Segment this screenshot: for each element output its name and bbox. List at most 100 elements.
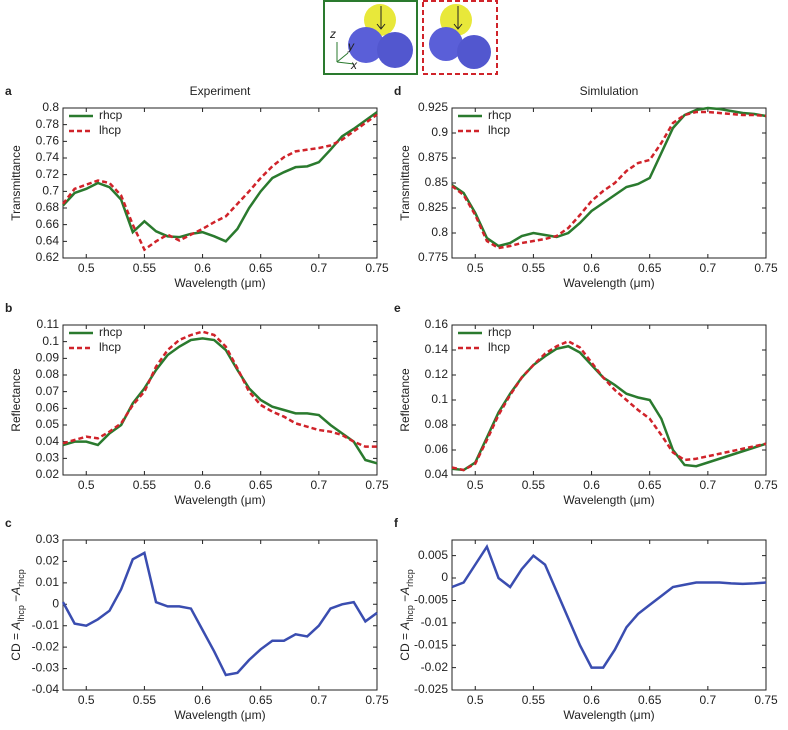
sphere xyxy=(348,27,384,63)
x-tick-label: 0.6 xyxy=(194,478,211,492)
y-tick-label: 0.12 xyxy=(425,367,449,381)
y-tick-label: 0.11 xyxy=(37,317,60,331)
x-tick-label: 0.55 xyxy=(522,478,546,492)
y-label-part: rhcp xyxy=(405,569,415,587)
y-tick-label: 0.8 xyxy=(42,100,59,114)
y-tick-label: -0.01 xyxy=(421,615,449,629)
x-tick-label: 0.55 xyxy=(133,261,157,275)
legend-label: rhcp xyxy=(99,108,123,122)
y-label-part: lhcp xyxy=(16,605,26,622)
plot-area xyxy=(451,324,767,476)
y-tick-label: 0.66 xyxy=(36,217,60,231)
arrow xyxy=(376,6,463,30)
series-line xyxy=(62,330,377,448)
y-axis-label: Transmittance xyxy=(398,145,412,221)
x-tick-label: 0.65 xyxy=(638,478,662,492)
x-tick-label: 0.7 xyxy=(311,261,328,275)
sphere xyxy=(457,35,491,69)
axes-glyph xyxy=(336,42,355,65)
y-tick-label: 0.06 xyxy=(425,442,449,456)
y-label-part: CD = xyxy=(9,630,23,661)
x-tick-label: 0.5 xyxy=(467,261,484,275)
y-tick-label: 0.09 xyxy=(36,351,60,365)
x-tick-label: 0.55 xyxy=(522,693,546,707)
sphere xyxy=(429,27,463,61)
x-tick-label: 0.75 xyxy=(754,478,778,492)
series-line xyxy=(62,337,378,465)
panel-label: d xyxy=(394,84,401,98)
y-tick-label: 0 xyxy=(441,570,448,584)
panel-label: f xyxy=(394,516,399,530)
y-tick-label: 0.9 xyxy=(431,125,448,139)
x-tick-label: 0.7 xyxy=(700,478,717,492)
y-tick-label: 0.875 xyxy=(418,150,448,164)
series-line xyxy=(451,339,767,472)
y-tick-label: 0.16 xyxy=(425,317,449,331)
panel-label: a xyxy=(5,84,12,98)
y-tick-label: 0.78 xyxy=(36,117,60,131)
series-line xyxy=(451,106,767,248)
x-tick-label: 0.65 xyxy=(249,693,273,707)
legend-label: rhcp xyxy=(488,325,512,339)
legend-label: lhcp xyxy=(488,340,510,354)
axis-x: x xyxy=(350,58,358,72)
x-tick-label: 0.6 xyxy=(583,261,600,275)
sphere xyxy=(377,32,413,68)
y-label-part: A xyxy=(9,587,23,596)
legend-label: lhcp xyxy=(99,123,121,137)
x-tick-label: 0.75 xyxy=(365,478,389,492)
y-tick-label: 0.76 xyxy=(36,134,60,148)
panel-label: c xyxy=(5,516,12,530)
x-tick-label: 0.7 xyxy=(311,478,328,492)
y-axis-label: CD = Alhcp −Arhcp xyxy=(398,569,415,660)
x-tick-label: 0.6 xyxy=(194,693,211,707)
rhcp-box xyxy=(323,0,418,75)
x-tick-label: 0.55 xyxy=(133,693,157,707)
y-tick-label: 0.02 xyxy=(36,554,60,568)
legend-label: lhcp xyxy=(99,340,121,354)
y-tick-label: -0.005 xyxy=(414,593,448,607)
sphere xyxy=(364,4,396,36)
y-label-part: − xyxy=(9,595,23,605)
plot-area xyxy=(451,107,767,259)
y-axis-label: Reflectance xyxy=(398,368,412,432)
y-tick-label: -0.04 xyxy=(32,682,60,696)
y-tick-label: -0.015 xyxy=(414,637,448,651)
panel-title: Simlulation xyxy=(580,84,639,98)
y-label-part: Reflectance xyxy=(9,368,23,432)
plot-area xyxy=(62,107,378,259)
y-tick-label: 0.04 xyxy=(36,434,60,448)
y-label-part: Transmittance xyxy=(9,145,23,221)
axis-y: y xyxy=(347,39,355,53)
y-tick-label: 0.72 xyxy=(36,167,60,181)
y-label-part: A xyxy=(9,622,23,631)
x-tick-label: 0.75 xyxy=(365,693,389,707)
plot-area xyxy=(451,539,767,691)
y-tick-label: 0.06 xyxy=(36,401,60,415)
x-axis-label: Wavelength (μm) xyxy=(563,276,654,290)
series-line xyxy=(451,110,767,250)
y-tick-label: 0.03 xyxy=(36,451,60,465)
x-axis-label: Wavelength (μm) xyxy=(563,493,654,507)
y-tick-label: 0.8 xyxy=(431,225,448,239)
panel-label: e xyxy=(394,301,401,315)
legend-label: rhcp xyxy=(99,325,123,339)
y-tick-label: 0.02 xyxy=(36,467,60,481)
inset: z y x xyxy=(323,0,498,75)
y-axis-label: Reflectance xyxy=(9,368,23,432)
x-tick-label: 0.5 xyxy=(78,261,95,275)
panel-title: Experiment xyxy=(190,84,251,98)
x-tick-label: 0.65 xyxy=(249,261,273,275)
y-label-part: rhcp xyxy=(16,569,26,587)
x-axis-label: Wavelength (μm) xyxy=(174,276,265,290)
y-tick-label: 0.05 xyxy=(36,417,60,431)
panel-label: b xyxy=(5,301,12,315)
y-tick-label: 0.04 xyxy=(425,467,449,481)
y-tick-label: 0.74 xyxy=(36,150,60,164)
x-tick-label: 0.7 xyxy=(700,693,717,707)
series-line xyxy=(62,111,378,243)
y-tick-label: 0.1 xyxy=(42,334,59,348)
x-tick-label: 0.55 xyxy=(133,478,157,492)
y-tick-label: 0.1 xyxy=(431,392,448,406)
y-label-part: Reflectance xyxy=(398,368,412,432)
